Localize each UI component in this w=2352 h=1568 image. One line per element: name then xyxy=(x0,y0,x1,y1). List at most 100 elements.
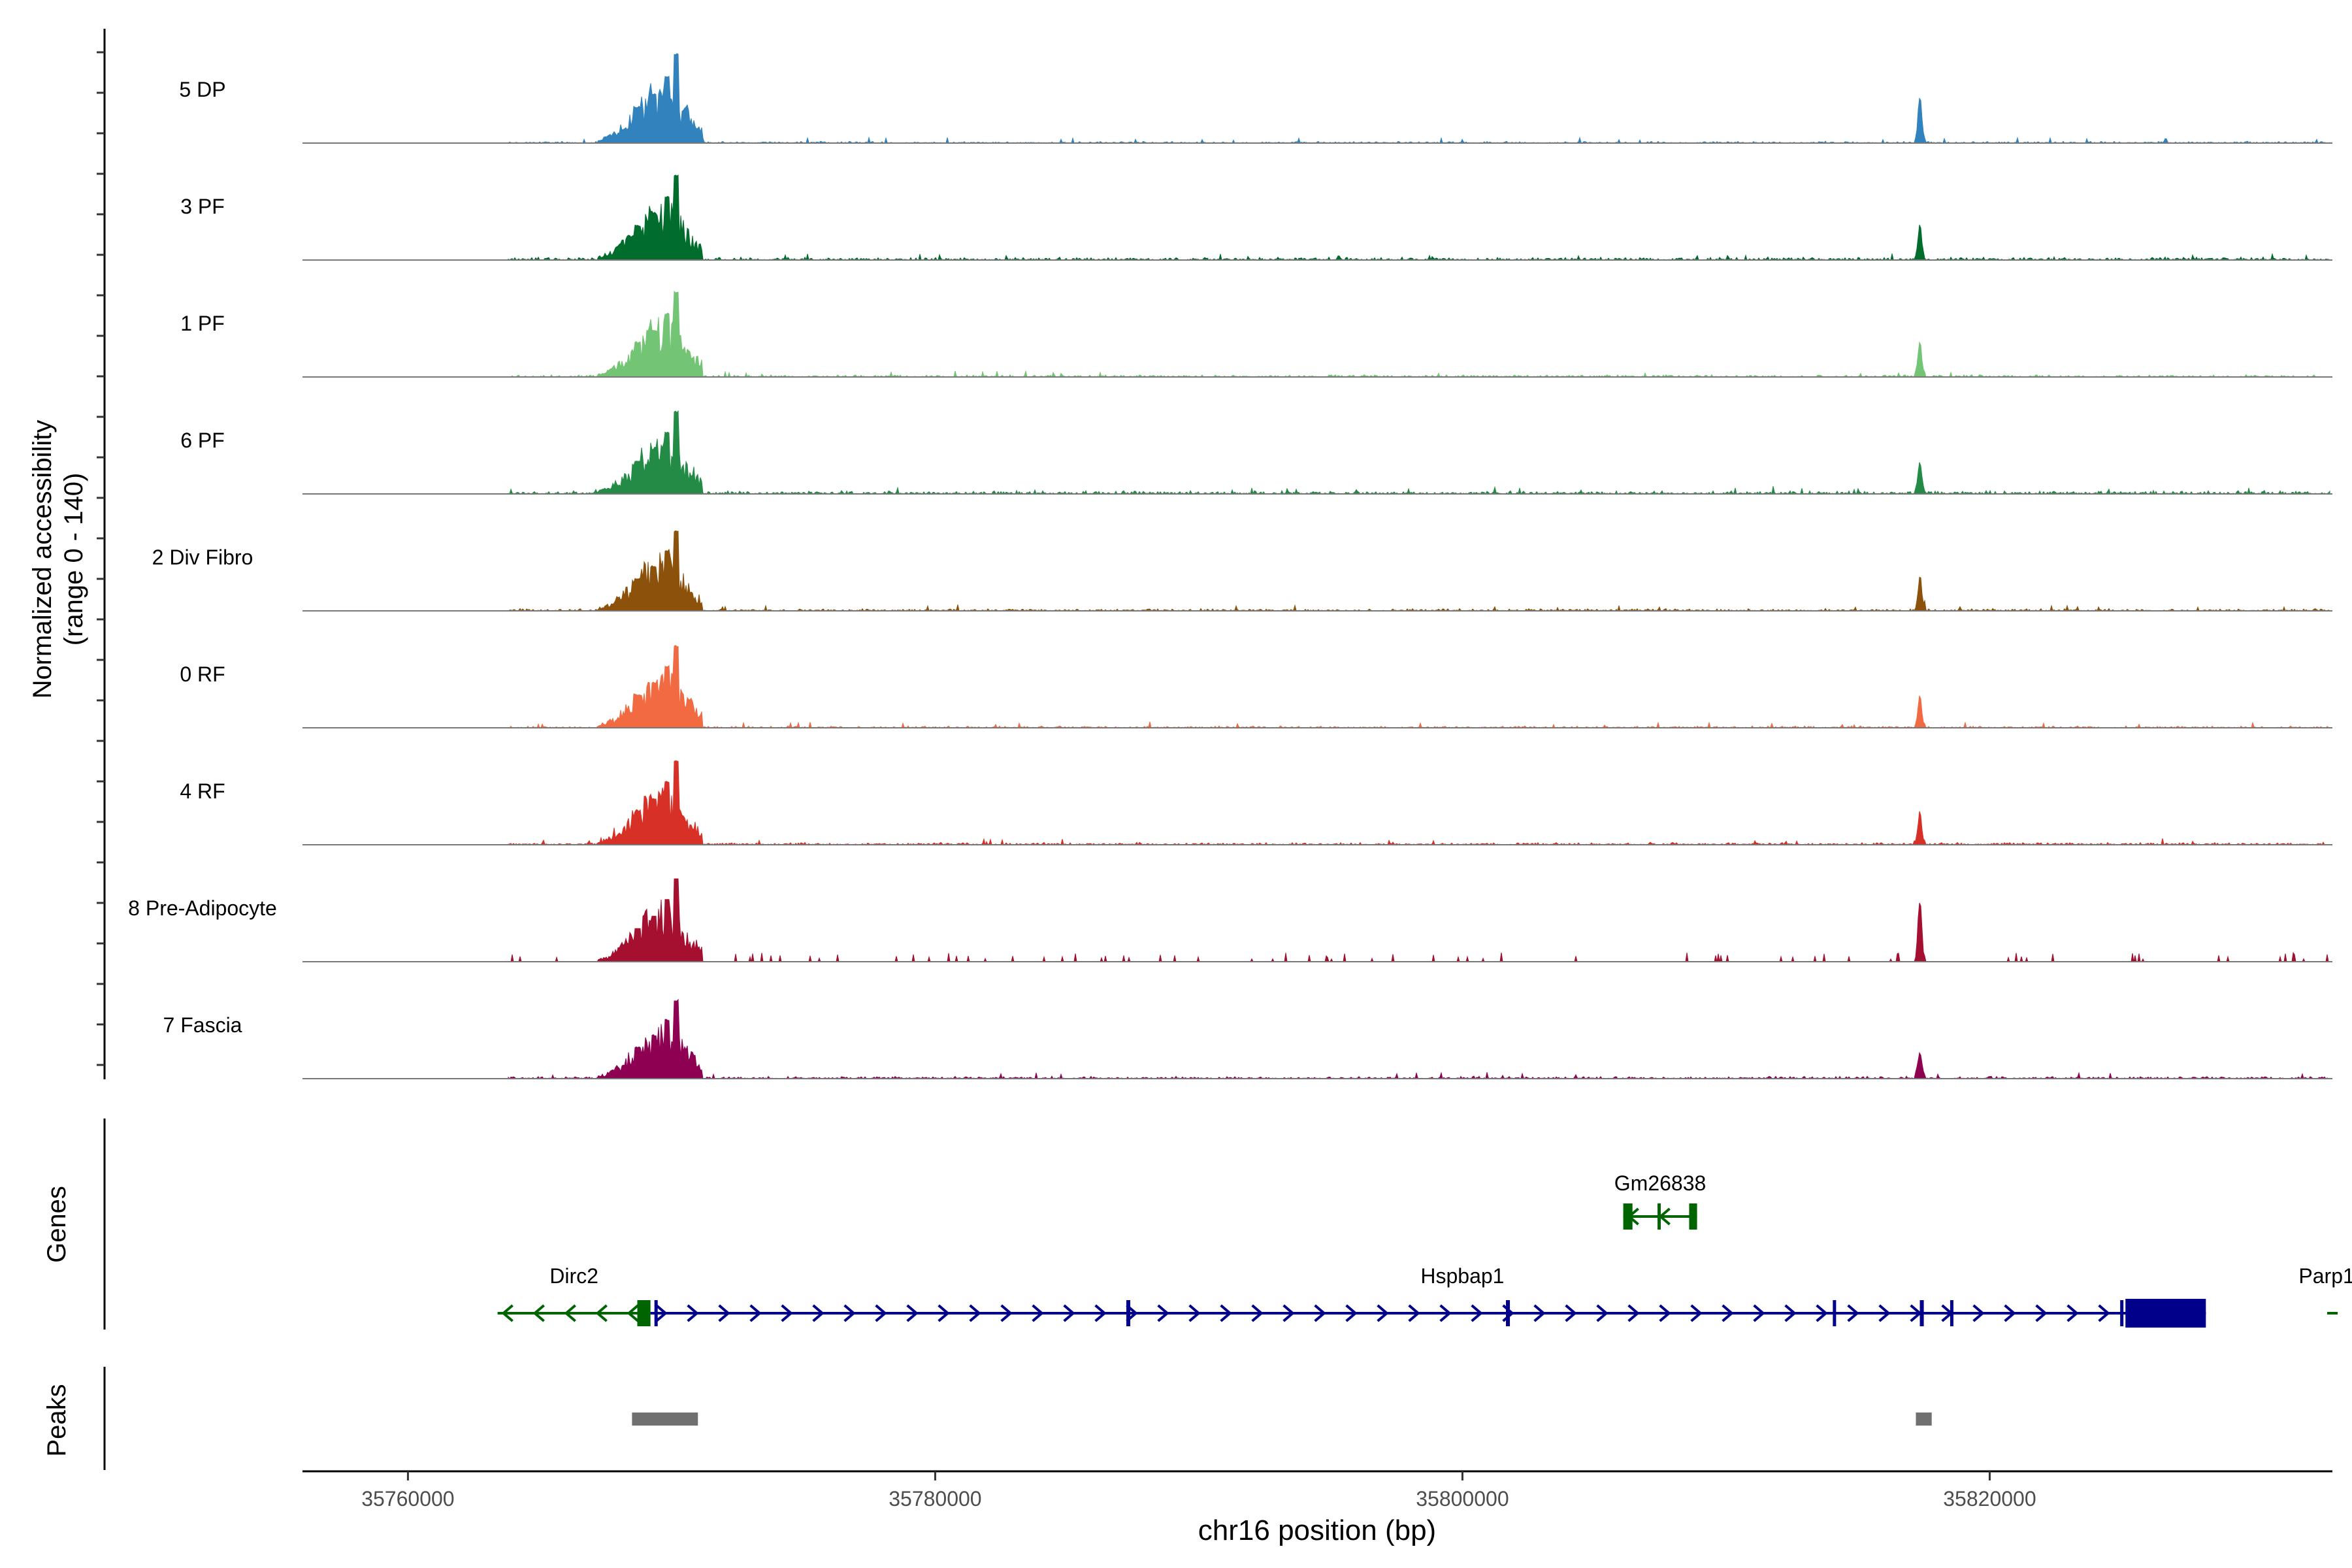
strand-chevron xyxy=(1094,1304,1107,1322)
strand-chevron xyxy=(564,1304,576,1322)
gene-hspbap1: Hspbap1 xyxy=(650,1264,2206,1328)
track-label: 6 PF xyxy=(180,429,225,452)
track-8-pre-adipocyte: 8 Pre-Adipocyte xyxy=(128,878,2332,962)
strand-chevron xyxy=(687,1304,699,1322)
strand-chevron xyxy=(1157,1304,1169,1322)
strand-chevron xyxy=(2098,1304,2110,1322)
coverage-area xyxy=(507,53,2330,144)
peak-region xyxy=(632,1413,698,1426)
strand-chevron xyxy=(1816,1304,1828,1322)
strand-chevron xyxy=(781,1304,793,1322)
track-5-dp: 5 DP xyxy=(179,53,2332,144)
strand-chevron xyxy=(906,1304,919,1322)
coverage-area xyxy=(508,760,2330,846)
coverage-area xyxy=(508,410,2330,495)
exon xyxy=(1658,1203,1661,1230)
coverage-area xyxy=(508,998,2330,1079)
exon xyxy=(654,1300,658,1326)
track-label: 4 RF xyxy=(180,779,225,803)
track-label: 2 Div Fibro xyxy=(152,546,253,569)
coverage-area xyxy=(508,530,2331,612)
strand-chevron xyxy=(969,1304,981,1322)
gene-dirc2: Dirc2 xyxy=(497,1264,651,1326)
strand-chevron xyxy=(655,1304,668,1322)
strand-chevron xyxy=(1439,1304,1452,1322)
strand-chevron xyxy=(1471,1304,1483,1322)
strand-chevron xyxy=(875,1304,887,1322)
gene-gm26838: Gm26838 xyxy=(1614,1171,1707,1230)
strand-chevron xyxy=(1627,1304,1640,1322)
exon xyxy=(2125,1299,2206,1328)
strand-chevron xyxy=(1690,1304,1703,1322)
coverage-area xyxy=(508,174,2330,261)
strand-chevron xyxy=(501,1304,514,1322)
strand-chevron xyxy=(843,1304,856,1322)
exon xyxy=(1126,1300,1131,1326)
strand-chevron xyxy=(749,1304,762,1322)
strand-chevron xyxy=(718,1304,730,1322)
strand-chevron xyxy=(1032,1304,1044,1322)
exon xyxy=(1950,1300,1953,1326)
coverage-area xyxy=(508,878,2330,962)
strand-chevron xyxy=(2035,1304,2048,1322)
strand-chevron xyxy=(1345,1304,1358,1322)
strand-chevron xyxy=(595,1304,608,1322)
strand-chevron xyxy=(1220,1304,1232,1322)
peak-regions xyxy=(632,1413,1932,1426)
strand-chevron xyxy=(1659,1304,1671,1322)
x-tick-label: 35820000 xyxy=(1943,1487,2036,1511)
tracks-y-axis-ticks xyxy=(97,51,105,1066)
strand-chevron xyxy=(1314,1304,1326,1322)
track-label: 0 RF xyxy=(180,662,225,686)
strand-chevron xyxy=(1063,1304,1075,1322)
exon xyxy=(637,1300,651,1326)
x-tick-label: 35780000 xyxy=(889,1487,981,1511)
strand-chevron xyxy=(1251,1304,1264,1322)
exon xyxy=(1833,1300,1837,1326)
exon xyxy=(2120,1300,2124,1326)
track-label: 3 PF xyxy=(180,195,225,218)
strand-chevron xyxy=(1722,1304,1734,1322)
strand-chevron xyxy=(1847,1304,1859,1322)
strand-chevron xyxy=(1565,1304,1577,1322)
track-3-pf: 3 PF xyxy=(180,174,2332,261)
gene-label: Gm26838 xyxy=(1614,1171,1707,1195)
strand-chevron xyxy=(1188,1304,1201,1322)
x-axis-ticks: 35760000 35780000 35800000 35820000 xyxy=(361,1471,2036,1511)
gene-label: Hspbap1 xyxy=(1420,1264,1504,1288)
exon xyxy=(1623,1203,1633,1230)
strand-chevron xyxy=(1878,1304,1891,1322)
strand-chevron xyxy=(2066,1304,2079,1322)
strand-chevron xyxy=(627,1304,639,1322)
x-axis-label: chr16 position (bp) xyxy=(1198,1514,1436,1546)
gene-label: Dirc2 xyxy=(549,1264,598,1288)
gene-label: Parp14 xyxy=(2298,1264,2352,1288)
strand-chevron xyxy=(532,1304,545,1322)
coverage-tracks: 5 DP 3 PF 1 PF 6 PF 2 Div Fibro 0 RF 4 RF 8 Pre… xyxy=(128,53,2332,1079)
tracks-y-axis xyxy=(97,29,106,1079)
strand-chevron xyxy=(1282,1304,1295,1322)
track-6-pf: 6 PF xyxy=(180,410,2332,495)
genes-panel-label: Genes xyxy=(42,1186,71,1263)
track-label: 1 PF xyxy=(180,312,225,335)
exon xyxy=(1689,1203,1697,1230)
track-1-pf: 1 PF xyxy=(180,290,2332,378)
strand-chevron xyxy=(1753,1304,1765,1322)
strand-chevron xyxy=(812,1304,825,1322)
track-0-rf: 0 RF xyxy=(180,645,2332,729)
coverage-area xyxy=(508,645,2330,729)
y-axis-label: Normalized accessibility xyxy=(28,420,57,699)
y-axis-range-label: (range 0 - 140) xyxy=(59,473,88,646)
strand-chevron xyxy=(1596,1304,1609,1322)
gene-parp14: Parp14 xyxy=(2298,1264,2352,1315)
strand-chevron xyxy=(938,1304,950,1322)
track-label: 7 Fascia xyxy=(163,1013,242,1037)
peaks-panel-label: Peaks xyxy=(42,1384,71,1456)
exon xyxy=(1506,1300,1511,1326)
strand-chevron xyxy=(1377,1304,1389,1322)
track-4-rf: 4 RF xyxy=(180,760,2332,846)
strand-chevron xyxy=(1000,1304,1013,1322)
strand-chevron xyxy=(1972,1304,1985,1322)
strand-chevron xyxy=(1784,1304,1797,1322)
